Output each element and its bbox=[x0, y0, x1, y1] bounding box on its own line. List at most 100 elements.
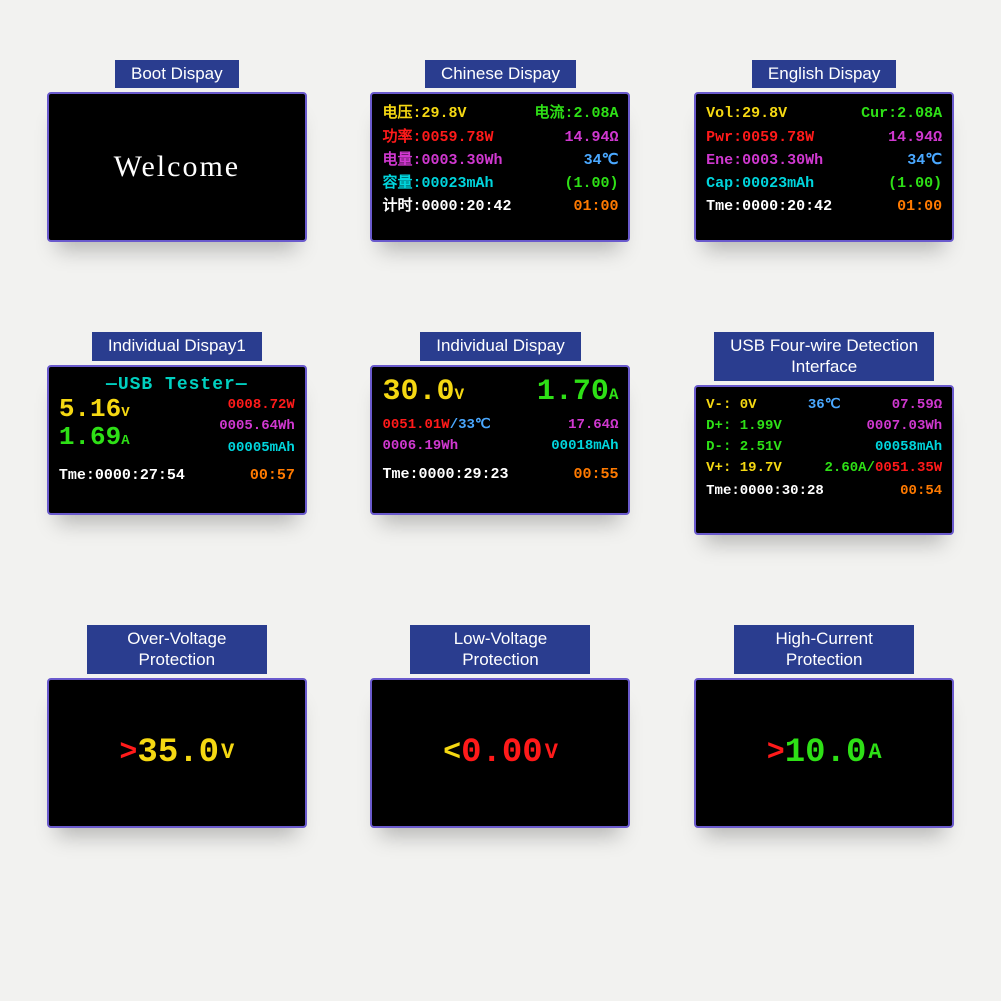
f-l4c: 2.60A/ bbox=[825, 460, 875, 476]
screen-four: V-: 0V 36℃ 07.59Ω D+: 1.99V 0007.03Wh D-… bbox=[694, 385, 954, 535]
hc-sym: > bbox=[767, 736, 785, 770]
en-cur-lbl: Cur: bbox=[861, 105, 897, 122]
screen-english: Vol:29.8V Cur:2.08A Pwr:0059.78W 14.94Ω … bbox=[694, 92, 954, 242]
en-cap-lbl: Cap: bbox=[706, 175, 742, 192]
i1-v-unit: V bbox=[121, 405, 129, 421]
ov-val: 35.0 bbox=[137, 734, 219, 772]
en-cur-val: 2.08A bbox=[897, 105, 942, 122]
en-temp: 34℃ bbox=[907, 149, 942, 172]
f-l4d: 0051.35W bbox=[875, 460, 942, 476]
lv-val: 0.00 bbox=[461, 734, 543, 772]
cn-cur-lbl: 电流: bbox=[534, 105, 573, 122]
en-vol-val: 29.8V bbox=[742, 105, 787, 122]
cn-temp: 34℃ bbox=[584, 149, 619, 172]
screen-indiv2: 30.0V 1.70A 0051.01W/33℃ 17.64Ω 0006.19W… bbox=[370, 365, 630, 515]
f-l3c: 00058mAh bbox=[875, 437, 942, 458]
screen-chinese: 电压:29.8V 电流:2.08A 功率:0059.78W 14.94Ω 电量:… bbox=[370, 92, 630, 242]
hc-val: 10.0 bbox=[785, 734, 867, 772]
en-tme-val: 0000:20:42 bbox=[742, 198, 832, 215]
i2-a-unit: A bbox=[609, 386, 619, 404]
ov-sym: > bbox=[119, 736, 137, 770]
i2-w: 0051.01W bbox=[382, 417, 449, 433]
title-chinese: Chinese Dispay bbox=[425, 60, 576, 88]
i2-wh: 0006.19Wh bbox=[382, 436, 458, 457]
hc-unit: A bbox=[868, 740, 881, 765]
screen-low-voltage: < 0.00 V bbox=[370, 678, 630, 828]
f-l2b: 1.99V bbox=[740, 418, 782, 434]
i1-tme-lbl: Tme: bbox=[59, 467, 95, 484]
f-l4b: 19.7V bbox=[740, 460, 782, 476]
en-ene-lbl: Ene: bbox=[706, 152, 742, 169]
title-high-current: High-Current Protection bbox=[734, 625, 914, 674]
title-four: USB Four-wire Detection Interface bbox=[714, 332, 934, 381]
cn-cap-lbl: 容量: bbox=[382, 175, 421, 192]
welcome-text: Welcome bbox=[114, 150, 241, 184]
lv-unit: V bbox=[545, 740, 558, 765]
panel-four: USB Four-wire Detection Interface V-: 0V… bbox=[687, 332, 961, 535]
f-l1b: 0V bbox=[740, 397, 757, 413]
f-l3a: D-: bbox=[706, 439, 731, 455]
f-l2a: D+: bbox=[706, 418, 731, 434]
f-l4a: V+: bbox=[706, 460, 731, 476]
cn-pwr-lbl: 功率: bbox=[382, 129, 421, 146]
cn-pwr-val: 0059.78W bbox=[422, 129, 494, 146]
i2-temp: /33℃ bbox=[450, 417, 491, 433]
f-tme-val: 0000:30:28 bbox=[740, 483, 824, 499]
f-l1c: 36℃ bbox=[808, 395, 841, 416]
cn-tme-lbl: 计时: bbox=[382, 198, 421, 215]
cn-ratio: (1.00) bbox=[564, 172, 618, 195]
cn-ene-val: 0003.30Wh bbox=[422, 152, 503, 169]
cn-tme-val: 0000:20:42 bbox=[422, 198, 512, 215]
panel-boot: Boot Dispay Welcome bbox=[40, 60, 314, 242]
i1-mah: 00005mAh bbox=[219, 438, 295, 460]
f-l1a: V-: bbox=[706, 397, 731, 413]
panel-indiv1: Individual Dispay1 —USB Tester— 5.16V 1.… bbox=[40, 332, 314, 535]
f-tme-lbl: Tme: bbox=[706, 483, 740, 499]
title-indiv2: Individual Dispay bbox=[420, 332, 581, 360]
i2-tme-lbl: Tme: bbox=[382, 466, 418, 483]
i2-tme-r: 00:55 bbox=[573, 463, 618, 486]
i1-a-unit: A bbox=[121, 433, 129, 449]
panel-chinese: Chinese Dispay 电压:29.8V 电流:2.08A 功率:0059… bbox=[364, 60, 638, 242]
en-tme-r: 01:00 bbox=[897, 195, 942, 218]
i2-mah: 00018mAh bbox=[551, 436, 618, 457]
cn-tme-r: 01:00 bbox=[573, 195, 618, 218]
i1-tme-val: 0000:27:54 bbox=[95, 467, 185, 484]
en-tme-lbl: Tme: bbox=[706, 198, 742, 215]
title-boot: Boot Dispay bbox=[115, 60, 239, 88]
title-indiv1: Individual Dispay1 bbox=[92, 332, 262, 360]
i2-v: 30.0 bbox=[382, 375, 454, 409]
i1-tme-r: 00:57 bbox=[250, 464, 295, 487]
panel-low-voltage: Low-Voltage Protection < 0.00 V bbox=[364, 625, 638, 828]
i2-tme-val: 0000:29:23 bbox=[419, 466, 509, 483]
panel-over-voltage: Over-Voltage Protection > 35.0 V bbox=[40, 625, 314, 828]
screen-high-current: > 10.0 A bbox=[694, 678, 954, 828]
title-low-voltage: Low-Voltage Protection bbox=[410, 625, 590, 674]
en-ene-val: 0003.30Wh bbox=[742, 152, 823, 169]
en-cap-val: 00023mAh bbox=[742, 175, 814, 192]
en-ohm: 14.94Ω bbox=[888, 126, 942, 149]
en-ratio: (1.00) bbox=[888, 172, 942, 195]
cn-vol-lbl: 电压: bbox=[382, 105, 421, 122]
i1-a: 1.69 bbox=[59, 422, 121, 452]
i2-ohm: 17.64Ω bbox=[568, 415, 618, 436]
f-tme-r: 00:54 bbox=[900, 481, 942, 502]
i1-v: 5.16 bbox=[59, 394, 121, 424]
screen-boot: Welcome bbox=[47, 92, 307, 242]
usb-tester-header: —USB Tester— bbox=[59, 375, 295, 395]
screen-indiv1: —USB Tester— 5.16V 1.69A 0008.72W 0005.6… bbox=[47, 365, 307, 515]
title-over-voltage: Over-Voltage Protection bbox=[87, 625, 267, 674]
f-l1d: 07.59Ω bbox=[892, 395, 942, 416]
i2-v-unit: V bbox=[455, 386, 465, 404]
cn-cur-val: 2.08A bbox=[573, 105, 618, 122]
f-l2c: 0007.03Wh bbox=[867, 416, 943, 437]
panel-english: English Dispay Vol:29.8V Cur:2.08A Pwr:0… bbox=[687, 60, 961, 242]
cn-vol-val: 29.8V bbox=[422, 105, 467, 122]
display-grid: Boot Dispay Welcome Chinese Dispay 电压:29… bbox=[40, 60, 961, 828]
screen-over-voltage: > 35.0 V bbox=[47, 678, 307, 828]
en-vol-lbl: Vol: bbox=[706, 105, 742, 122]
title-english: English Dispay bbox=[752, 60, 896, 88]
cn-cap-val: 00023mAh bbox=[422, 175, 494, 192]
panel-high-current: High-Current Protection > 10.0 A bbox=[687, 625, 961, 828]
f-l3b: 2.51V bbox=[740, 439, 782, 455]
